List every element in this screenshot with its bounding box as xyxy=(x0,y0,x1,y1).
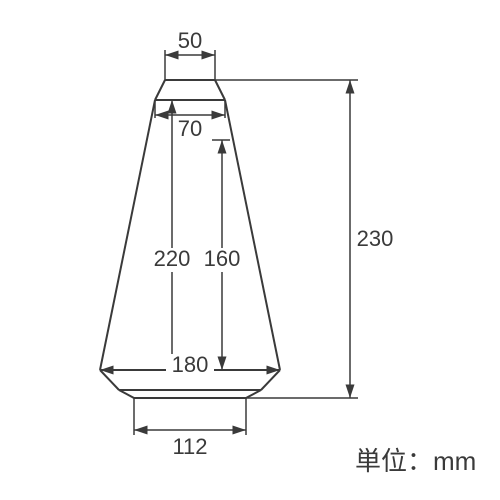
dim-50-label: 50 xyxy=(178,28,202,53)
dim-230: 230 xyxy=(215,80,393,398)
dim-70-label: 70 xyxy=(178,116,202,141)
dim-160-label: 160 xyxy=(204,246,241,271)
dim-50: 50 xyxy=(165,28,215,80)
dim-220-label: 220 xyxy=(154,246,191,271)
dim-112-label: 112 xyxy=(172,434,207,459)
dim-180: 180 xyxy=(100,352,280,378)
dim-70: 70 xyxy=(155,100,225,141)
unit-label: 単位：mm xyxy=(355,446,476,476)
dimension-diagram: 50 70 220 160 180 112 230 単 xyxy=(0,0,500,500)
dim-160: 160 xyxy=(198,140,246,370)
dim-230-label: 230 xyxy=(357,226,394,251)
dim-180-label: 180 xyxy=(172,352,209,377)
dim-112: 112 xyxy=(134,398,246,459)
